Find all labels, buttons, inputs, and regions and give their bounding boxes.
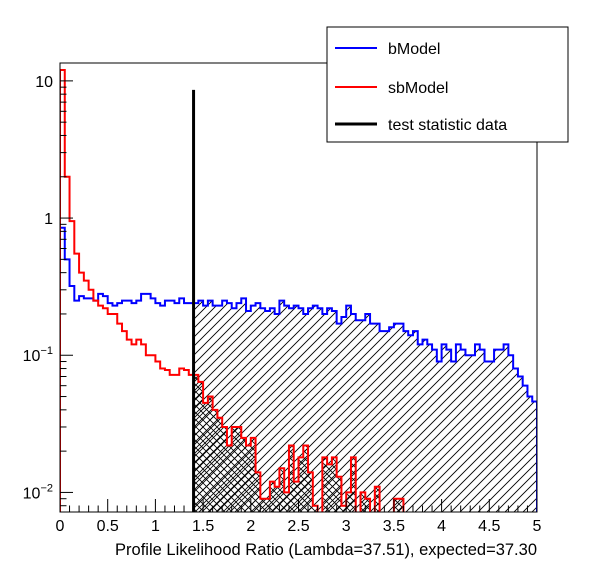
x-tick-label: 4.5 <box>478 518 500 535</box>
x-tick-label: 3.5 <box>383 518 405 535</box>
y-tick-label: 1 <box>44 211 53 228</box>
x-tick-label: 3 <box>342 518 351 535</box>
x-axis-label: Profile Likelihood Ratio (Lambda=37.51),… <box>115 541 537 559</box>
legend-label-bmodel: bModel <box>388 41 440 58</box>
legend-label-test-statistic: test statistic data <box>388 117 507 134</box>
legend: bModel sbModel test statistic data <box>326 26 569 143</box>
legend-label-sbmodel: sbModel <box>388 80 448 97</box>
x-tick-label: 0.5 <box>97 518 119 535</box>
y-tick-label: 10−1 <box>23 345 53 365</box>
x-tick-label: 0 <box>56 518 65 535</box>
x-tick-label: 4 <box>437 518 446 535</box>
x-tick-label: 1.5 <box>192 518 214 535</box>
y-tick-label: 10−2 <box>23 482 53 502</box>
sbmodel-histogram-line <box>60 69 537 512</box>
x-tick-label: 5 <box>533 518 542 535</box>
x-tick-label: 2 <box>246 518 255 535</box>
x-tick-label: 2.5 <box>287 518 309 535</box>
y-tick-label: 10 <box>35 74 53 91</box>
bmodel-histogram-line <box>60 226 537 512</box>
x-tick-label: 1 <box>151 518 160 535</box>
